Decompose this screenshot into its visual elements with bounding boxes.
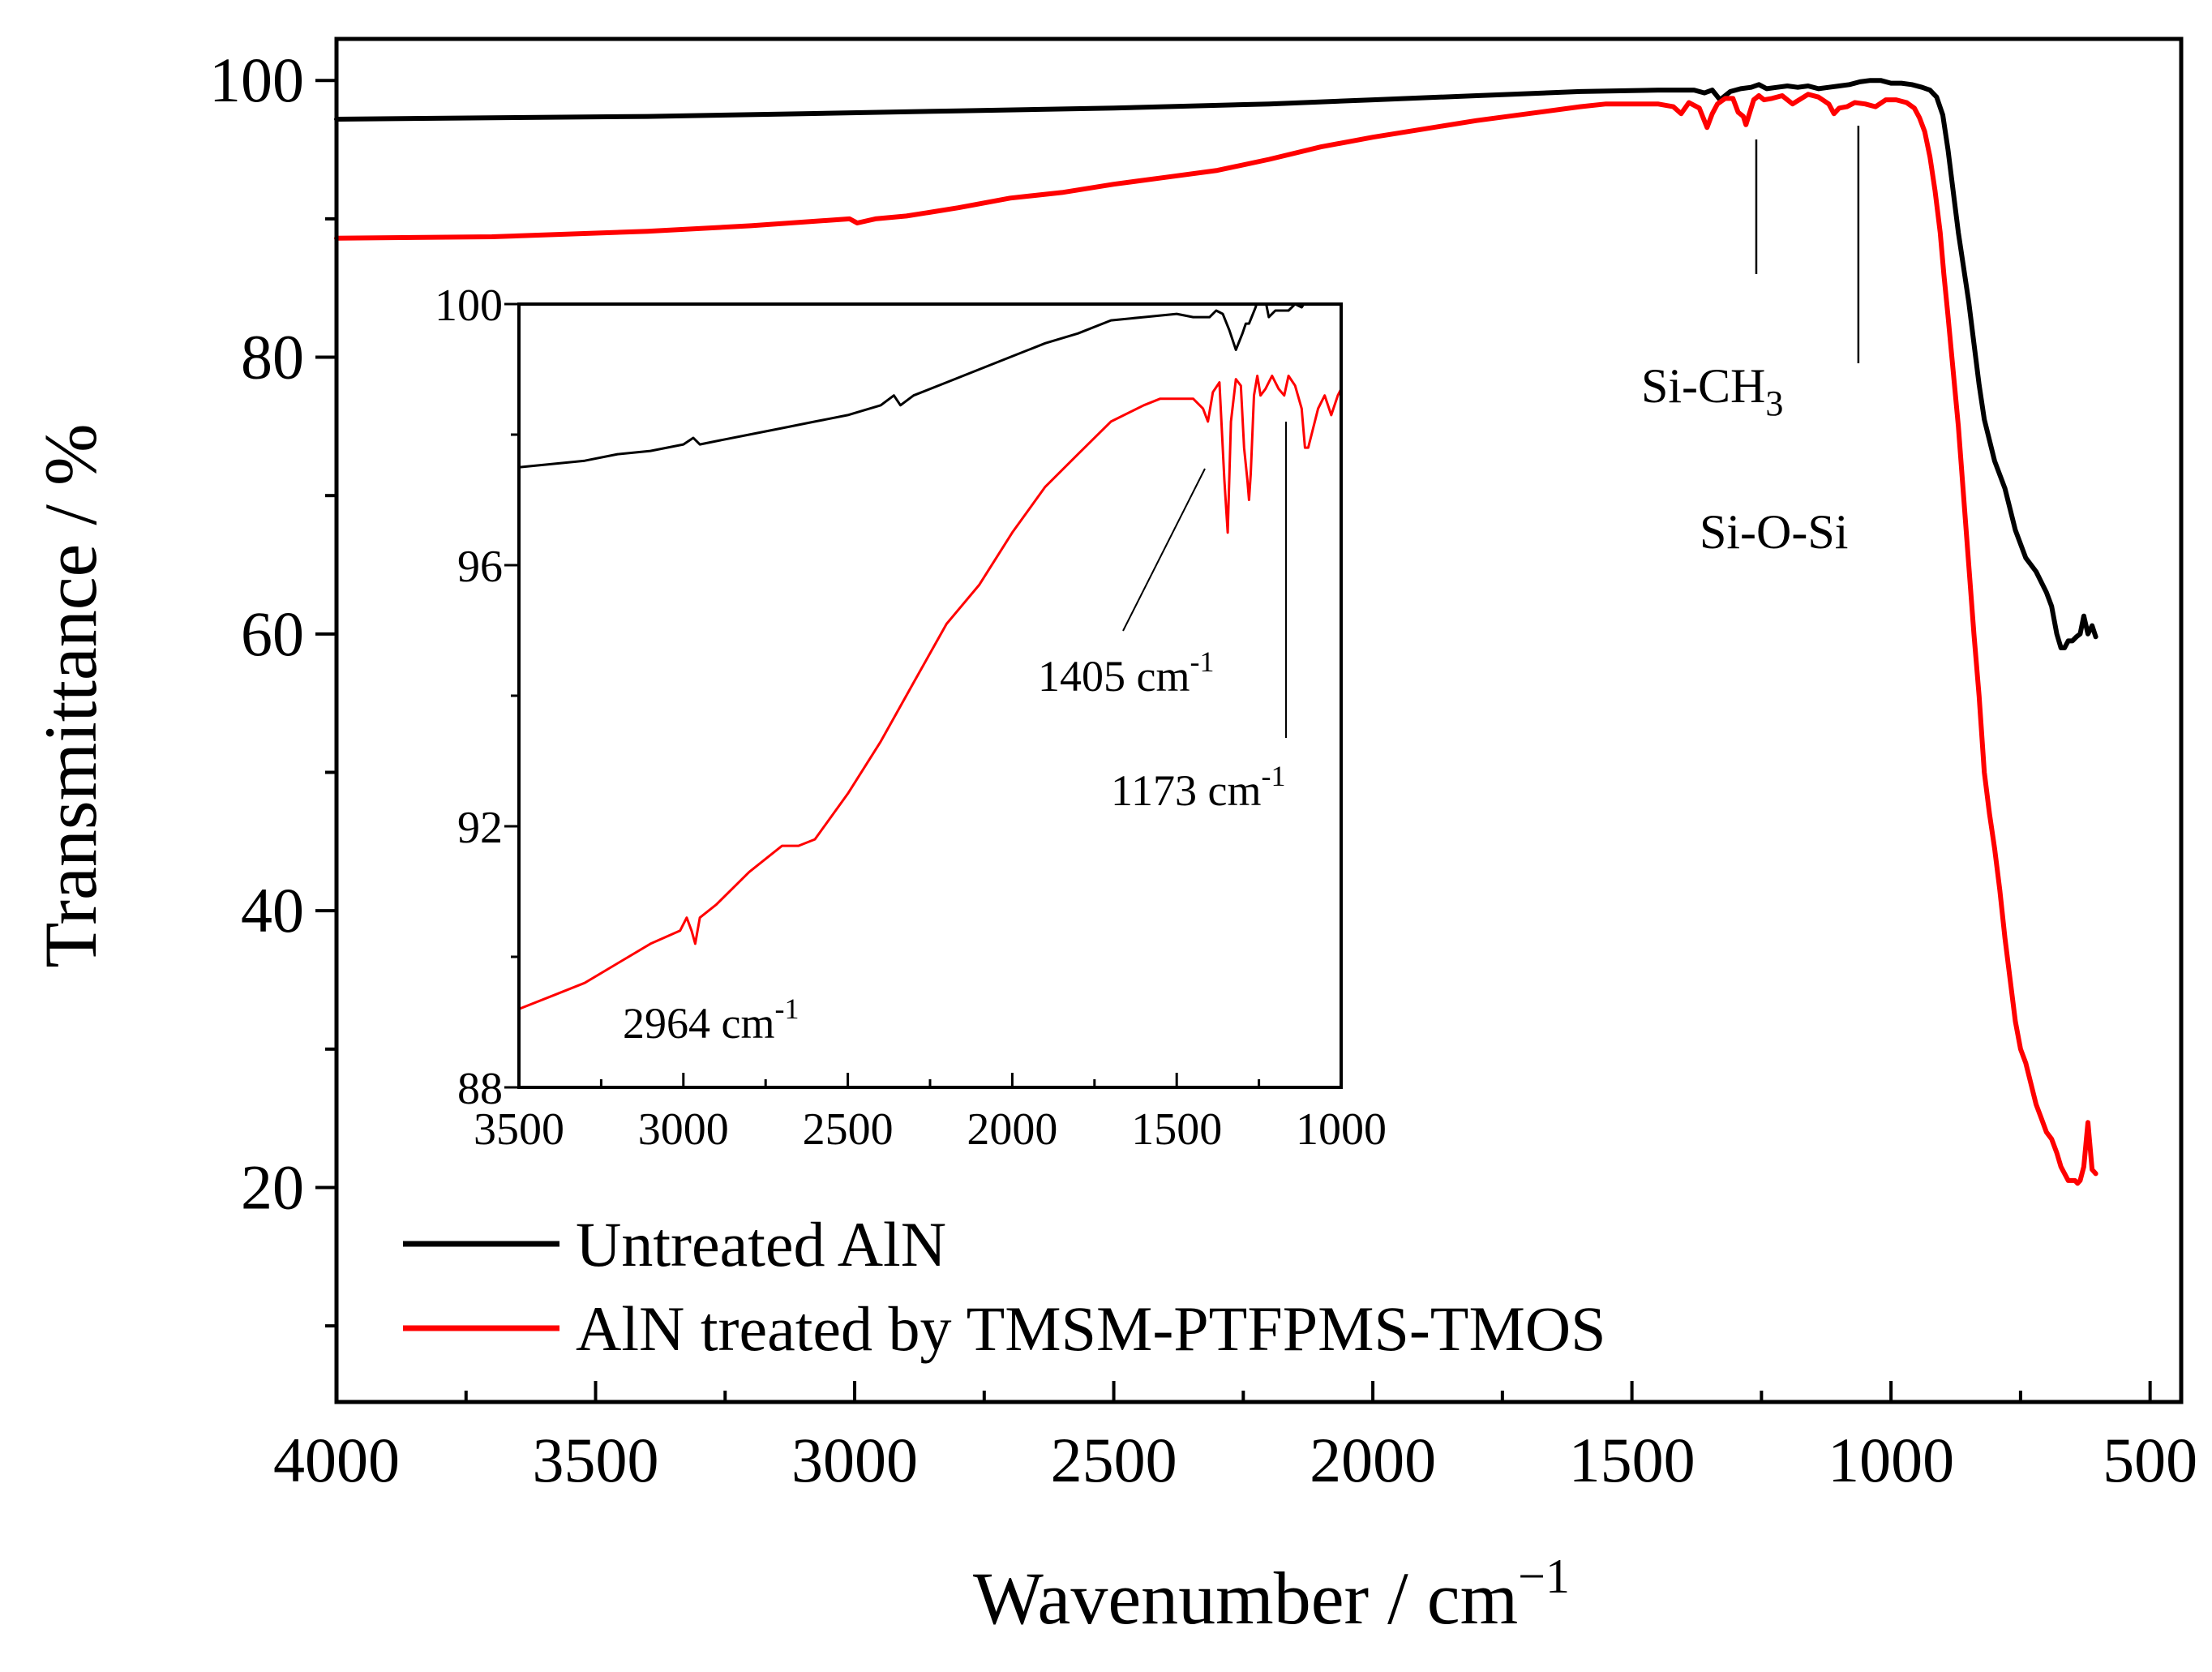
main-x-tick-label: 1500 — [1569, 1425, 1695, 1495]
inset-y-tick-label: 92 — [457, 803, 503, 853]
inset-annotation-lines — [1122, 422, 1287, 738]
inset-x-tick-label: 2500 — [803, 1104, 894, 1155]
y-axis-title: Transmittance / % — [29, 423, 112, 967]
main-x-tick-label: 3500 — [533, 1425, 659, 1495]
inset-series-group — [519, 304, 1341, 1010]
x-axis-title: Wavenumber / cm−1 — [973, 1550, 1570, 1640]
inset-annotation-line-1405 — [1122, 468, 1206, 632]
x-axis-title-text: Wavenumber / cm — [973, 1557, 1518, 1640]
inset-x-tick-label: 2000 — [967, 1104, 1057, 1155]
inset-y-axis-ticks — [504, 302, 519, 1089]
main-annotation-lines — [1755, 126, 1860, 363]
inset-x-tick-label: 1500 — [1131, 1104, 1222, 1155]
main-y-tick-label: 100 — [209, 45, 304, 115]
inset-y-tick-label: 96 — [457, 542, 503, 592]
inset-annotation-1173-text: 1173 cm — [1111, 766, 1261, 815]
x-axis-title-superscript: −1 — [1518, 1550, 1570, 1603]
inset-x-axis-tick-labels: 3500 3000 2500 2000 1500 1000 — [474, 1104, 1387, 1155]
main-series-group — [334, 78, 2098, 1186]
legend: Untreated AlN AlN treated by TMSM-PTFPMS… — [403, 1209, 1606, 1364]
inset-y-tick-label: 100 — [435, 281, 503, 331]
inset-background — [519, 304, 1341, 1087]
inset-annotation-1405: 1405 cm-1 — [1038, 645, 1214, 701]
main-plot: 4000 3500 3000 2500 2000 1500 1000 500 20 40 60 80… — [209, 36, 2197, 1495]
main-x-axis-ticks — [335, 1381, 2152, 1402]
inset-x-tick-label: 3000 — [638, 1104, 729, 1155]
inset-series-line-treated — [519, 375, 1341, 1010]
inset-annotation-2964-text: 2964 cm — [623, 999, 774, 1048]
inset-y-axis-tick-labels: 88 92 96 100 — [435, 281, 503, 1114]
main-y-axis-ticks — [315, 79, 337, 1328]
main-series-line-untreated — [334, 78, 2098, 650]
inset-annotation-2964: 2964 cm-1 — [623, 992, 799, 1048]
annotation-si-ch3: Si-CH3 — [1641, 359, 1783, 423]
main-x-tick-label: 1000 — [1828, 1425, 1954, 1495]
inset-y-tick-label: 88 — [457, 1064, 503, 1114]
inset-annotation-1173-superscript: -1 — [1261, 760, 1285, 792]
main-x-tick-label: 2000 — [1310, 1425, 1436, 1495]
annotation-si-ch3-subscript: 3 — [1765, 384, 1783, 423]
inset-x-tick-label: 3500 — [474, 1104, 564, 1155]
main-series-line-treated — [334, 92, 2098, 1186]
main-y-tick-label: 40 — [241, 875, 304, 945]
annotation-si-ch3-text: Si-CH — [1641, 359, 1765, 413]
main-y-axis-tick-labels: 20 40 60 80 100 — [209, 45, 304, 1222]
inset-plot: 3500 3000 2500 2000 1500 1000 88 92 96 100 2964 … — [435, 281, 1387, 1155]
annotation-si-o-si: Si-O-Si — [1700, 505, 1848, 559]
inset-series-line-untreated — [519, 304, 1305, 469]
main-x-axis-tick-labels: 4000 3500 3000 2500 2000 1500 1000 500 — [273, 1425, 2197, 1495]
inset-x-axis-ticks — [517, 1073, 1343, 1087]
inset-x-tick-label: 1000 — [1296, 1104, 1387, 1155]
inset-annotation-2964-superscript: -1 — [774, 992, 799, 1025]
main-x-tick-label: 2500 — [1051, 1425, 1177, 1495]
main-y-tick-label: 80 — [241, 322, 304, 392]
inset-annotation-1173: 1173 cm-1 — [1111, 760, 1285, 815]
inset-annotation-1405-superscript: -1 — [1190, 645, 1214, 678]
main-y-tick-label: 60 — [241, 598, 304, 669]
main-x-tick-label: 3000 — [791, 1425, 918, 1495]
main-plot-frame — [334, 36, 2184, 1404]
main-x-tick-label: 500 — [2103, 1425, 2197, 1495]
inset-annotation-1405-text: 1405 cm — [1038, 652, 1190, 701]
legend-label-treated: AlN treated by TMSM-PTFPMS-TMOS — [576, 1293, 1606, 1364]
main-x-tick-label: 4000 — [273, 1425, 400, 1495]
legend-label-untreated: Untreated AlN — [576, 1209, 946, 1280]
main-y-tick-label: 20 — [241, 1151, 304, 1222]
